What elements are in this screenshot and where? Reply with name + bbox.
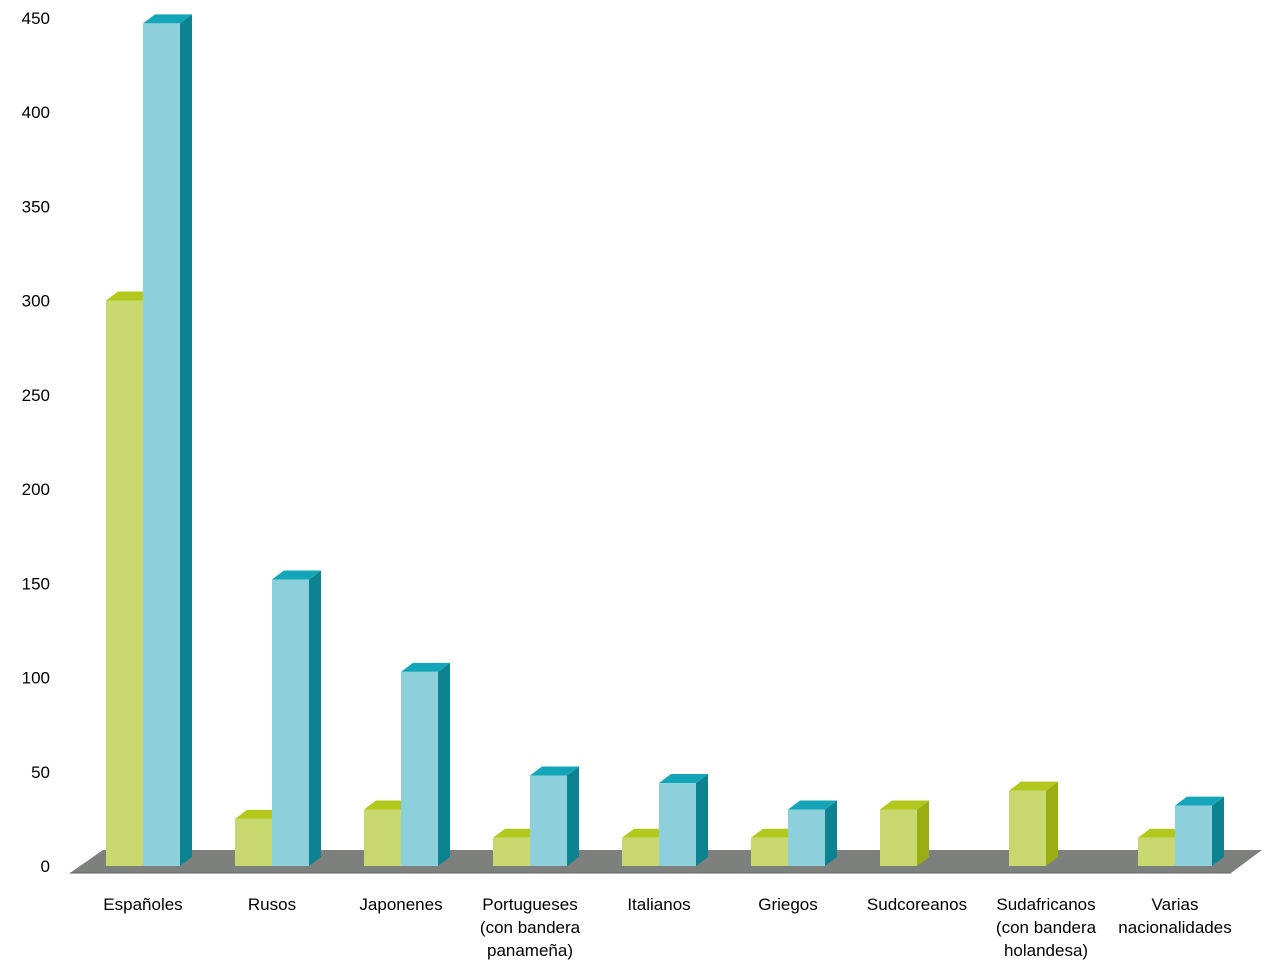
bar-side [567,766,579,866]
bar-series1-7 [880,800,929,866]
bar-top [493,828,542,838]
bar-front [1138,837,1175,866]
bar-series2-6 [788,800,837,866]
bar-top [106,291,155,301]
bar-top [751,828,800,838]
bar-top [1138,828,1187,838]
bar-front [1009,790,1046,866]
x-category-label: Sudcoreanos [867,895,967,914]
y-tick-label: 400 [22,103,50,122]
bar-top [530,766,579,776]
bar-series2-3 [401,662,450,866]
bar-front [751,837,788,866]
bar-side [309,570,321,866]
x-category-label: Griegos [758,895,818,914]
y-tick-label: 200 [22,480,50,499]
bar-front [493,837,530,866]
y-tick-label: 300 [22,292,50,311]
bar-series2-5 [659,774,708,866]
y-tick-label: 0 [41,857,50,876]
x-axis: Españoles Rusos Japonenes Portugueses (con b… [103,895,1231,960]
bar-side [1046,781,1058,866]
bar-front [1175,805,1212,866]
bar-top [1009,781,1058,791]
bar-top [401,662,450,672]
x-category-label: Japonenes [359,895,442,914]
bar-top [364,800,413,810]
x-category-label: Varias nacionalidades [1118,895,1231,937]
bar-top [788,800,837,810]
bar-top [235,809,284,819]
bar-side [438,662,450,866]
bar-front [659,783,696,866]
y-tick-label: 100 [22,669,50,688]
bar-series2-1 [143,14,192,866]
bar-top [622,828,671,838]
bar-top [1175,796,1224,806]
bar-side [1212,796,1224,866]
bar-series1-6 [751,828,800,866]
bar-front [530,775,567,866]
y-tick-label: 250 [22,386,50,405]
x-category-label: Portugueses (con bandera panameña) [480,895,581,960]
bar-front [272,579,309,866]
bar-top [143,14,192,24]
bar-front [106,300,143,866]
y-axis: 0 50 100 150 200 250 300 350 400 450 [22,9,50,876]
bar-series2-4 [530,766,579,866]
bar-front [880,809,917,866]
y-tick-label: 350 [22,197,50,216]
bar-front [143,23,180,866]
x-category-label: Rusos [248,895,296,914]
bar-side [825,800,837,866]
bars [106,14,1224,866]
y-tick-label: 50 [31,763,50,782]
bar-side [180,14,192,866]
bar-series2-2 [272,570,321,866]
bar-front [622,837,659,866]
y-tick-label: 450 [22,9,50,28]
x-category-label: Españoles [103,895,182,914]
bar-top [659,774,708,784]
x-category-label: Sudafricanos (con bandera holandesa) [996,895,1097,960]
bar-front [364,809,401,866]
bar-front [401,671,438,866]
bar-front [788,809,825,866]
bar-top [272,570,321,580]
x-category-label: Italianos [627,895,690,914]
bar-side [917,800,929,866]
y-tick-label: 150 [22,574,50,593]
bar-side [696,774,708,866]
bar-series2-9 [1175,796,1224,866]
bar-series1-8 [1009,781,1058,866]
bar-front [235,818,272,866]
bar-top [880,800,929,810]
